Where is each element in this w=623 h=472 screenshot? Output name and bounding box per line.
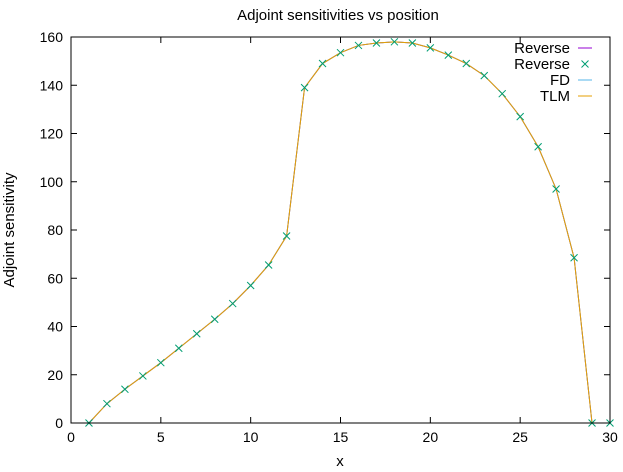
y-axis-title: Adjoint sensitivity xyxy=(1,172,18,288)
data-point-marker xyxy=(480,71,489,80)
x-tick-label: 0 xyxy=(67,429,75,445)
data-point-marker xyxy=(174,344,183,353)
y-tick-label: 20 xyxy=(47,367,63,383)
data-point-marker xyxy=(192,329,201,338)
data-point-marker xyxy=(462,59,471,68)
x-tick-label: 20 xyxy=(423,429,439,445)
data-point-marker xyxy=(408,39,417,47)
x-tick-label: 15 xyxy=(333,429,349,445)
data-point-marker xyxy=(552,185,560,193)
data-point-marker xyxy=(264,261,273,269)
data-point-marker xyxy=(139,372,147,380)
x-tick-label: 5 xyxy=(157,429,165,445)
data-point-marker xyxy=(498,89,507,98)
data-point-marker xyxy=(390,37,399,46)
data-point-marker xyxy=(318,59,327,68)
y-tick-label: 40 xyxy=(47,319,63,335)
data-point-marker xyxy=(228,299,237,308)
data-point-marker xyxy=(426,44,435,52)
chart-title: Adjoint sensitivities vs position xyxy=(237,7,439,24)
legend-label: FD xyxy=(550,72,570,89)
data-point-marker xyxy=(103,399,111,408)
legend-swatch xyxy=(581,60,589,68)
legend-label: Reverse xyxy=(514,56,570,73)
x-tick-label: 30 xyxy=(602,429,618,445)
plot-border xyxy=(70,36,611,424)
series-line-reverse xyxy=(88,41,610,424)
data-point-marker xyxy=(121,385,129,394)
data-point-marker xyxy=(246,281,255,290)
data-point-marker xyxy=(534,142,542,151)
x-tick-label: 25 xyxy=(512,429,528,445)
x-axis-title: x xyxy=(336,453,344,470)
y-tick-label: 100 xyxy=(40,174,64,190)
data-point-marker xyxy=(372,39,381,47)
data-point-marker xyxy=(444,51,453,59)
data-point-marker xyxy=(156,358,165,367)
series-line-fd xyxy=(88,41,610,424)
data-point-marker xyxy=(516,112,525,121)
x-tick-label: 10 xyxy=(243,429,259,445)
data-point-marker xyxy=(282,232,291,240)
y-tick-label: 0 xyxy=(55,415,63,431)
y-tick-label: 120 xyxy=(40,126,64,142)
legend-label: Reverse xyxy=(514,40,570,57)
y-tick-label: 160 xyxy=(40,29,64,45)
series-layer xyxy=(85,37,614,427)
data-point-marker xyxy=(210,315,219,324)
y-tick-label: 60 xyxy=(47,270,63,286)
data-point-marker xyxy=(300,83,309,92)
data-point-marker xyxy=(354,41,363,50)
data-point-marker xyxy=(570,253,578,262)
series-line-tlm xyxy=(88,41,610,424)
y-tick-label: 80 xyxy=(47,222,63,238)
legend-label: TLM xyxy=(540,88,570,105)
y-tick-label: 140 xyxy=(40,77,64,93)
data-point-marker xyxy=(336,48,345,57)
axis-ticks: 0 5 10 15 20 25 30 0 20 40 60 80 100 120 140 160 xyxy=(40,29,618,445)
